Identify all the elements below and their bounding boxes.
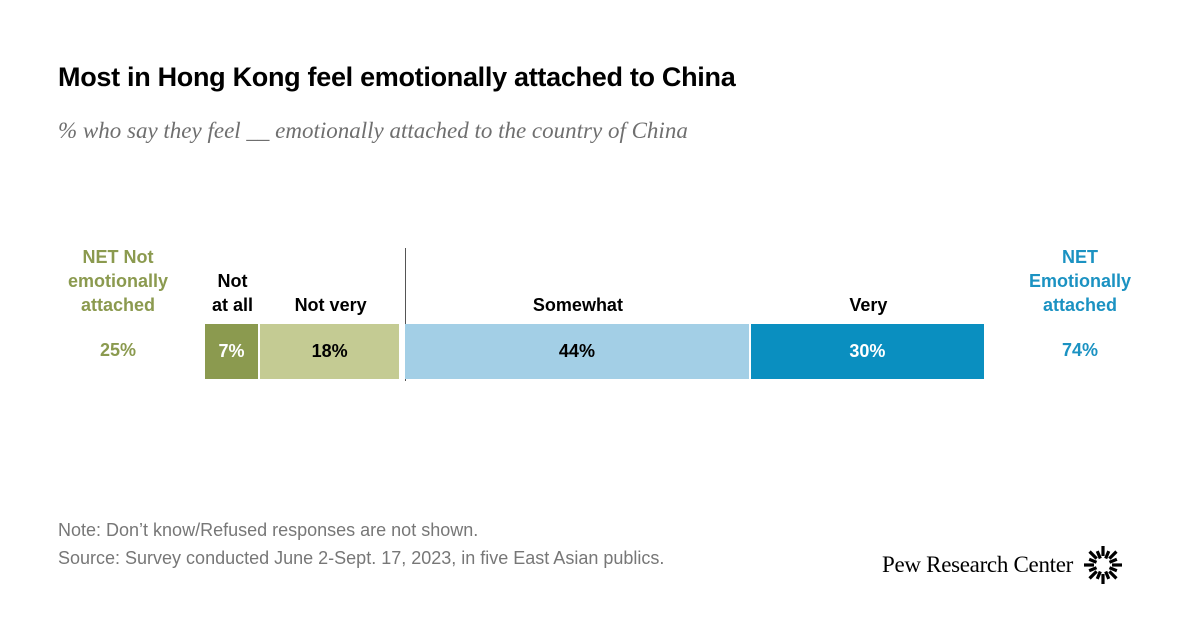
header-very: Very — [751, 293, 987, 317]
bar-somewhat: 44% — [405, 324, 751, 379]
sunburst-ray — [1088, 557, 1098, 564]
sunburst-ray — [1108, 557, 1118, 564]
header-line: at all — [211, 295, 253, 315]
sunburst-ray — [1104, 550, 1111, 560]
header-somewhat: Somewhat — [405, 293, 750, 317]
chart-subtitle: % who say they feel __ emotionally attac… — [58, 118, 688, 143]
header-line: Somewhat — [532, 295, 623, 315]
sunburst-ray — [1088, 566, 1098, 573]
pew-sunburst-icon — [1084, 546, 1123, 584]
sunburst-ray — [1095, 570, 1102, 580]
chart-title: Most in Hong Kong feel emotionally attac… — [58, 62, 736, 92]
header-line: emotionally — [67, 271, 169, 291]
header-not-at-all: Not at all — [205, 269, 260, 317]
bar-not-at-all: 7% — [205, 324, 260, 379]
net-not-attached-value: 25% — [99, 340, 137, 360]
header-line: NET Not — [82, 247, 154, 267]
bar-label-somewhat: 44% — [558, 341, 595, 361]
header-line: attached — [80, 295, 156, 315]
bar-not-very: 18% — [259, 324, 402, 379]
bar-very: 30% — [750, 324, 987, 379]
bar-label-not-very: 18% — [311, 341, 348, 361]
header-line: Not very — [294, 295, 367, 315]
header-line: NET — [1062, 247, 1098, 267]
net-attached-value: 74% — [1061, 340, 1099, 360]
neutral-divider — [405, 248, 406, 381]
header-line: Emotionally — [1028, 271, 1131, 291]
net-not-attached-header: NET Not emotionally attached — [58, 245, 178, 317]
pew-logo: Pew Research Center — [882, 545, 1123, 585]
chart-source: Source: Survey conducted June 2-Sept. 17… — [58, 548, 665, 568]
header-line: Not — [217, 271, 248, 291]
sunburst-ray — [1095, 550, 1102, 560]
sunburst-ray — [1104, 570, 1111, 580]
sunburst-ray — [1088, 570, 1098, 580]
sunburst-ray — [1108, 570, 1118, 580]
sunburst-ray — [1088, 550, 1098, 560]
chart-note: Note: Don’t know/Refused responses are n… — [58, 520, 479, 540]
sunburst-ray — [1108, 550, 1118, 560]
net-attached-header: NET Emotionally attached — [1020, 245, 1140, 317]
sunburst-ray — [1108, 566, 1118, 573]
header-line: Very — [849, 295, 888, 315]
header-not-very: Not very — [260, 293, 401, 317]
logo-text: Pew Research Center — [882, 552, 1074, 577]
header-line: attached — [1042, 295, 1118, 315]
bar-label-not-at-all: 7% — [218, 341, 245, 361]
bar-label-very: 30% — [849, 341, 886, 361]
